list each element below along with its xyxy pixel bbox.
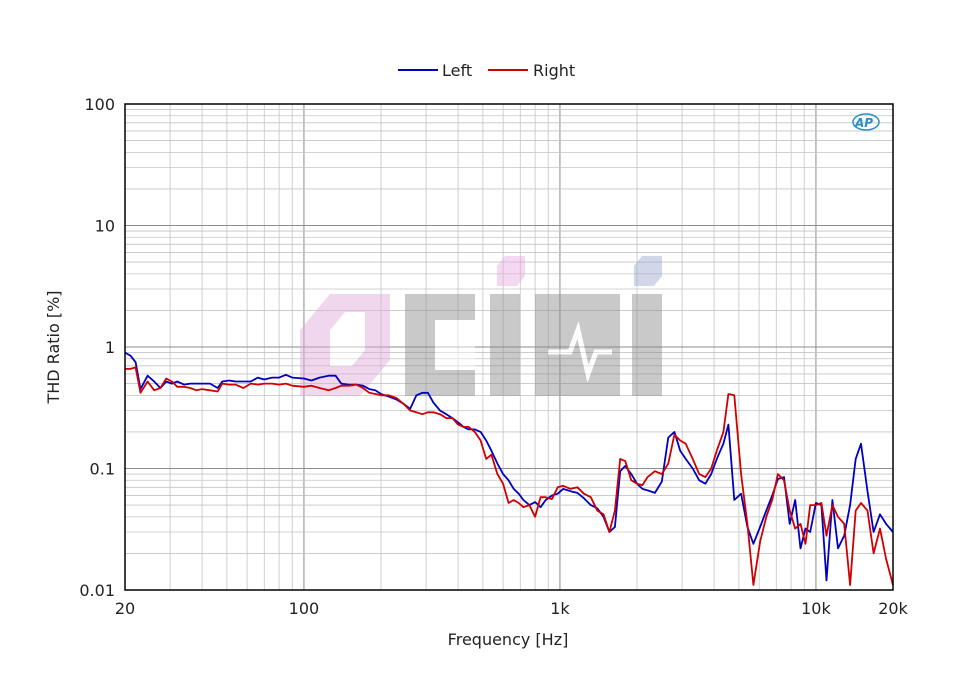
y-tick-label: 10	[95, 217, 115, 236]
watermark-letter-c-notch	[435, 320, 475, 370]
series-line-right	[125, 366, 894, 586]
plot-border	[124, 103, 894, 591]
y-tick-label: 1	[105, 338, 115, 357]
y-tick-label: 0.01	[79, 581, 115, 600]
y-tick-labels: 100 10 1 0.1 0.01	[79, 95, 115, 600]
watermark-dot-1	[497, 256, 525, 286]
x-tick-label: 1k	[550, 599, 570, 618]
watermark-logo-hole	[330, 312, 365, 366]
x-tick-label: 20k	[878, 599, 908, 618]
series-layer	[124, 351, 894, 586]
watermark-letter-h	[535, 294, 620, 396]
y-tick-label: 0.1	[90, 460, 115, 479]
y-axis-title: THD Ratio [%]	[44, 290, 63, 404]
x-axis-title: Frequency [Hz]	[448, 630, 569, 649]
watermark	[300, 256, 662, 396]
x-tick-label: 20	[115, 599, 135, 618]
ap-logo-ring	[852, 113, 880, 131]
watermark-dot-2	[634, 256, 662, 286]
x-tick-label: 10k	[801, 599, 831, 618]
watermark-letter-c	[405, 294, 475, 396]
watermark-letter-i1	[490, 294, 520, 396]
y-tick-label: 100	[84, 95, 115, 114]
legend: Left Right	[398, 61, 575, 80]
legend-right-label: Right	[533, 61, 575, 80]
watermark-logo-shape	[300, 294, 390, 396]
x-tick-label: 100	[289, 599, 320, 618]
watermark-wave-icon	[548, 321, 612, 383]
ap-logo: AP	[852, 113, 880, 131]
x-tick-labels: 20 100 1k 10k 20k	[115, 599, 909, 618]
legend-left-label: Left	[442, 61, 472, 80]
watermark-letter-i2	[632, 294, 662, 396]
ap-logo-text: AP	[854, 116, 873, 130]
